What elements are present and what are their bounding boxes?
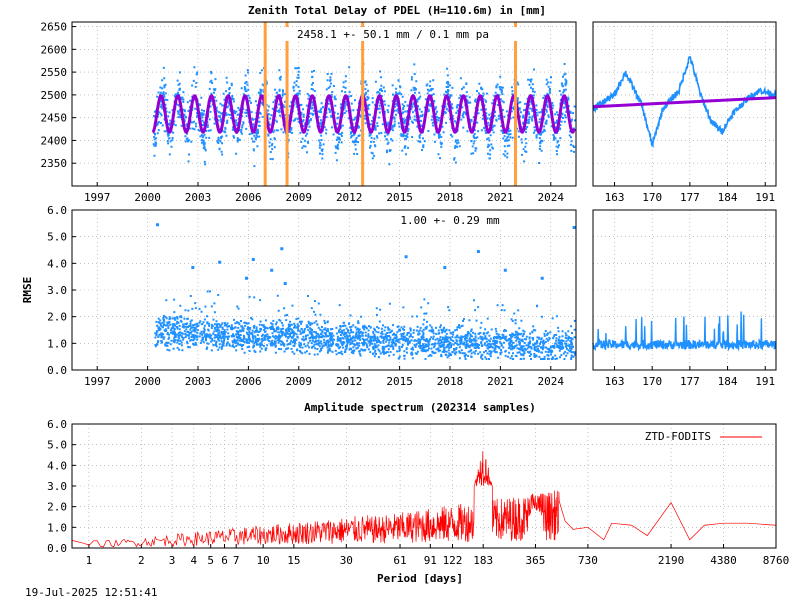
spectrum-title: Amplitude spectrum (202314 samples) xyxy=(304,401,536,414)
ztd-x-tick-label: 1997 xyxy=(84,191,111,204)
ztd-frame xyxy=(71,21,577,187)
rmse-x-tick-label: 2021 xyxy=(487,375,514,388)
spectrum-y-tick-label: 5.0 xyxy=(47,439,67,452)
ztd-x-tick-label: 2000 xyxy=(134,191,161,204)
ztd-x-tick-label: 2021 xyxy=(487,191,514,204)
spectrum-y-tick-label: 0.0 xyxy=(47,542,67,555)
ztd-x-tick-label: 2003 xyxy=(185,191,212,204)
spectrum-legend-label: ZTD-FODITS xyxy=(645,430,711,443)
amplitude-spectrum-panel: 1 2 3 4 5 6 7 10 15 30 61 91 122 183 365 730 2190 4380 876… xyxy=(47,418,789,567)
ztd-x-tick-label: 2012 xyxy=(336,191,363,204)
spectrum-x-tick-label: 3 xyxy=(169,554,176,567)
spectrum-x-tick-label: 1 xyxy=(86,554,93,567)
rmse-zoom-x-tick-label: 184 xyxy=(718,375,738,388)
rmse-zoom-x-tick-label: 170 xyxy=(642,375,662,388)
rmse-x-tick-label: 2015 xyxy=(386,375,413,388)
spectrum-y-tick-label: 6.0 xyxy=(47,418,67,431)
ztd-zoom-x-tick-label: 163 xyxy=(605,191,625,204)
rmse-ylabel: RMSE xyxy=(21,277,34,304)
rmse-y-tick-label: 5.0 xyxy=(47,231,67,244)
ztd-y-tick-label: 2350 xyxy=(41,157,68,170)
rmse-zoom-x-tick-label: 177 xyxy=(680,375,700,388)
spectrum-frame xyxy=(71,423,777,549)
spectrum-x-tick-label: 365 xyxy=(526,554,546,567)
ztd-y-tick-label: 2650 xyxy=(41,21,68,34)
spectrum-x-tick-label: 4380 xyxy=(710,554,737,567)
rmse-x-tick-label: 2003 xyxy=(185,375,212,388)
ztd-x-tick-label: 2009 xyxy=(286,191,313,204)
spectrum-x-tick-label: 2 xyxy=(138,554,145,567)
spectrum-x-tick-label: 183 xyxy=(473,554,493,567)
ztd-x-tick-label: 2024 xyxy=(538,191,565,204)
rmse-frame xyxy=(71,209,577,371)
spectrum-x-tick-label: 61 xyxy=(393,554,406,567)
main-chart-title: Zenith Total Delay of PDEL (H=110.6m) in… xyxy=(248,4,546,17)
rmse-x-tick-label: 2012 xyxy=(336,375,363,388)
rmse-mean-annotation: 1.00 +- 0.29 mm xyxy=(400,214,500,227)
rmse-zoom-x-tick-label: 191 xyxy=(755,375,775,388)
rmse-x-tick-label: 2006 xyxy=(235,375,262,388)
spectrum-y-tick-label: 3.0 xyxy=(47,480,67,493)
ztd-y-tick-label: 2450 xyxy=(41,112,68,125)
footer-timestamp: 19-Jul-2025 12:51:41 xyxy=(25,586,157,599)
ztd-y-tick-label: 2400 xyxy=(41,134,68,147)
rmse-zoom-panel: 163 170 177 184 191 xyxy=(592,209,777,388)
rmse-zoom-x-tick-label: 163 xyxy=(605,375,625,388)
spectrum-x-tick-label: 91 xyxy=(424,554,437,567)
rmse-y-tick-label: 4.0 xyxy=(47,257,67,270)
spectrum-y-tick-label: 4.0 xyxy=(47,459,67,472)
rmse-zoom-series xyxy=(592,311,777,352)
spectrum-x-tick-label: 7 xyxy=(233,554,240,567)
ztd-x-tick-label: 2015 xyxy=(386,191,413,204)
rmse-zoom-frame xyxy=(592,209,777,371)
rmse-x-tick-label: 2024 xyxy=(538,375,565,388)
spectrum-x-tick-label: 122 xyxy=(443,554,463,567)
spectrum-x-tick-label: 5 xyxy=(207,554,214,567)
rmse-observations xyxy=(154,223,577,360)
spectrum-x-tick-label: 4 xyxy=(191,554,198,567)
rmse-x-tick-label: 2000 xyxy=(134,375,161,388)
ztd-y-tick-label: 2600 xyxy=(41,43,68,56)
rmse-x-tick-label: 1997 xyxy=(84,375,111,388)
spectrum-x-tick-label: 8760 xyxy=(763,554,790,567)
ztd-x-tick-label: 2006 xyxy=(235,191,262,204)
ztd-x-tick-label: 2018 xyxy=(437,191,464,204)
rmse-y-tick-label: 0.0 xyxy=(47,364,67,377)
spectrum-x-tick-label: 10 xyxy=(257,554,270,567)
ztd-zoom-x-tick-label: 177 xyxy=(680,191,700,204)
rmse-timeseries-panel: 1997 2000 2003 2006 2009 2012 2015 2018 2021 2024… xyxy=(47,204,577,388)
ztd-zoom-x-tick-label: 170 xyxy=(642,191,662,204)
ztd-zoom-frame xyxy=(592,21,777,187)
ztd-y-tick-label: 2500 xyxy=(41,89,68,102)
ztd-zoom-x-tick-label: 191 xyxy=(755,191,775,204)
spectrum-y-tick-label: 1.0 xyxy=(47,521,67,534)
ztd-timeseries-panel: 1997 2000 2003 2006 2009 2012 2015 2018 2021 2024… xyxy=(41,21,577,204)
ztd-zoom-panel: 163 170 177 184 191 xyxy=(592,21,777,204)
rmse-annotation-bg xyxy=(385,213,515,227)
rmse-y-tick-label: 6.0 xyxy=(47,204,67,217)
ztd-zoom-trend xyxy=(592,96,777,109)
spectrum-x-tick-label: 2190 xyxy=(658,554,685,567)
spectrum-line xyxy=(71,451,777,548)
rmse-y-tick-label: 3.0 xyxy=(47,284,67,297)
ztd-zoom-x-tick-label: 184 xyxy=(718,191,738,204)
spectrum-xlabel: Period [days] xyxy=(377,572,463,585)
ztd-annotation-bg xyxy=(270,27,518,41)
spectrum-x-tick-label: 15 xyxy=(287,554,300,567)
spectrum-x-tick-label: 730 xyxy=(578,554,598,567)
rmse-x-tick-label: 2018 xyxy=(437,375,464,388)
ztd-observations xyxy=(152,62,576,168)
ztd-mean-annotation: 2458.1 +- 50.1 mm / 0.1 mm pa xyxy=(297,28,489,41)
ztd-y-tick-label: 2550 xyxy=(41,66,68,79)
spectrum-y-tick-label: 2.0 xyxy=(47,501,67,514)
rmse-y-tick-label: 1.0 xyxy=(47,337,67,350)
rmse-x-tick-label: 2009 xyxy=(286,375,313,388)
spectrum-x-tick-label: 30 xyxy=(340,554,353,567)
spectrum-x-tick-label: 6 xyxy=(221,554,228,567)
rmse-y-tick-label: 2.0 xyxy=(47,311,67,324)
